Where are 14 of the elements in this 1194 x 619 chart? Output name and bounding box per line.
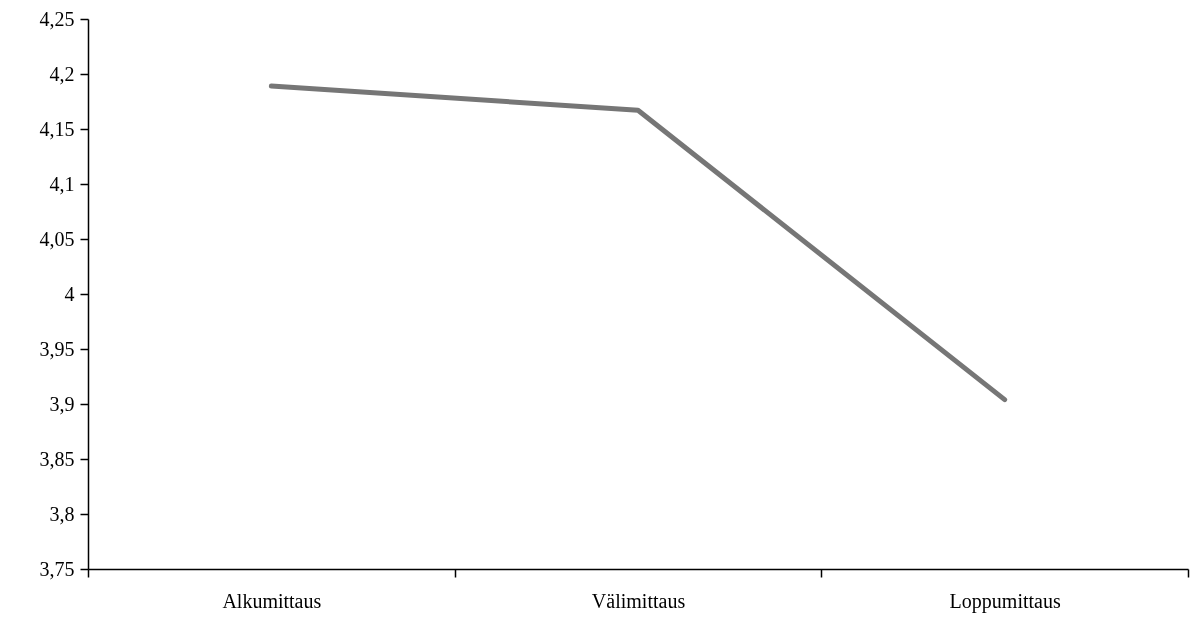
y-tick-label: 4,25: [39, 7, 75, 30]
x-tick-label: Loppumittaus: [949, 589, 1061, 613]
y-tick-label: 4,1: [49, 172, 75, 195]
y-tick-label: 3,9: [49, 392, 75, 415]
y-tick-label: 4,05: [39, 227, 75, 250]
x-tick-label: Välimittaus: [591, 589, 686, 612]
y-tick-label: 3,85: [39, 447, 75, 470]
y-tick-label: 3,95: [39, 337, 75, 360]
x-tick-label: Alkumittaus: [222, 589, 322, 612]
y-tick-label: 3,8: [49, 502, 75, 525]
y-tick-label: 4: [64, 282, 75, 305]
y-tick-label: 3,75: [39, 557, 75, 580]
y-tick-label: 4,2: [49, 62, 75, 85]
y-tick-label: 4,15: [39, 117, 75, 140]
